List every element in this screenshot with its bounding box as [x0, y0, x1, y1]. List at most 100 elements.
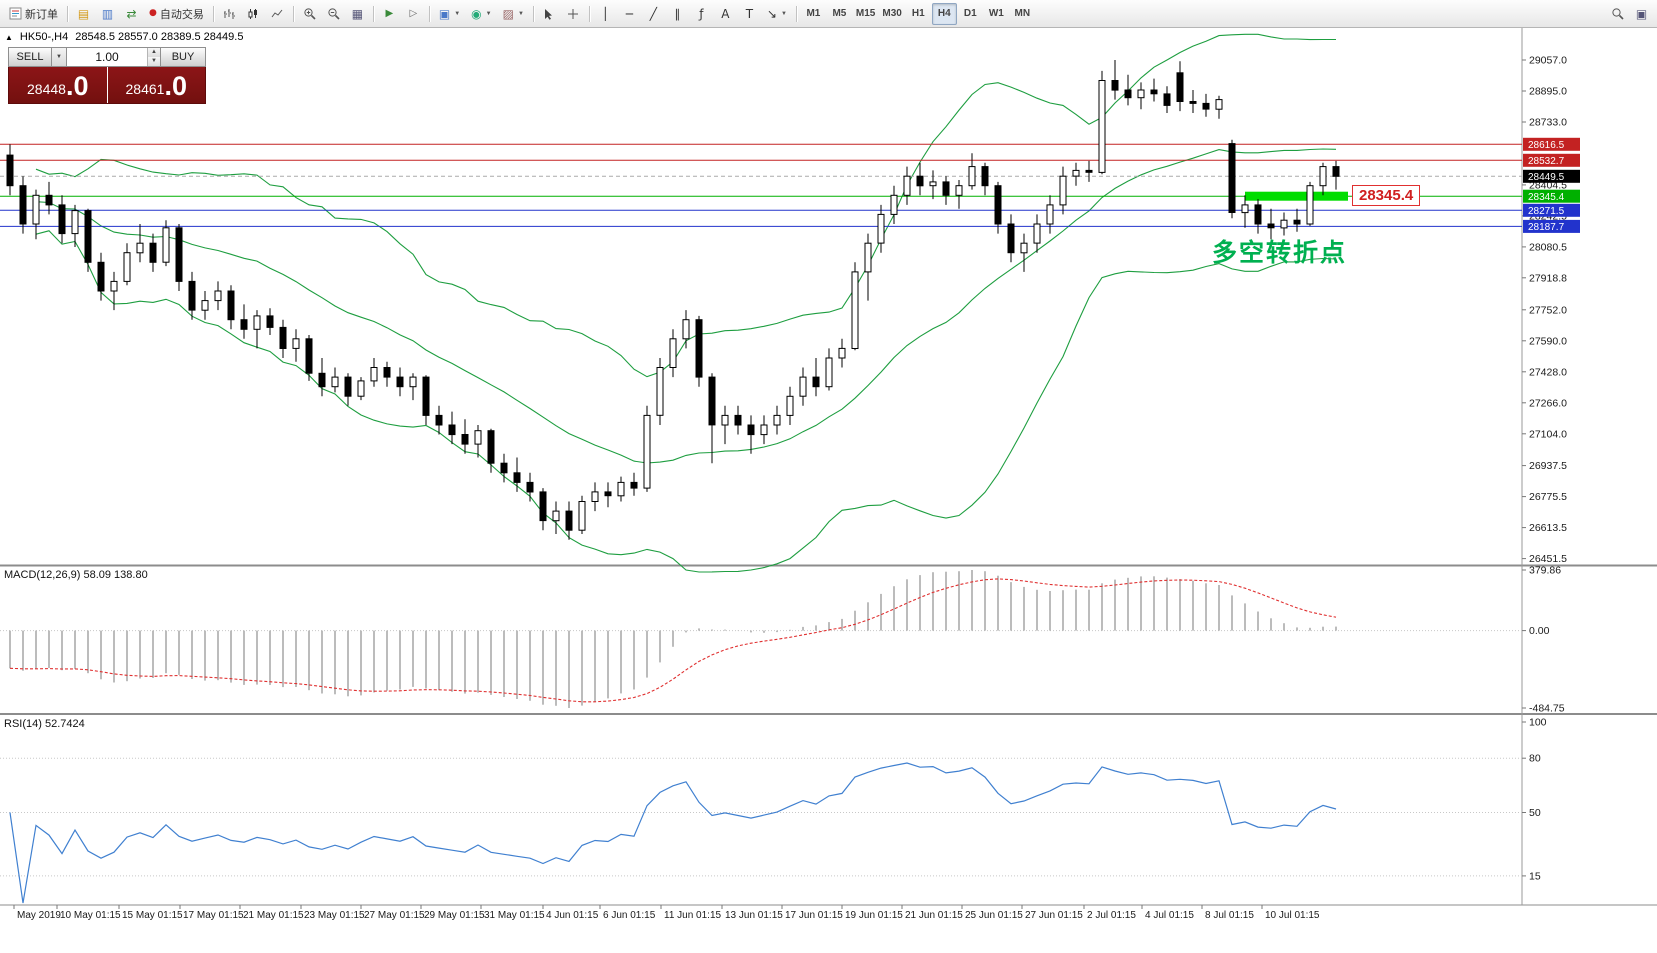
fibonacci-button[interactable]: ƒ: [690, 3, 713, 25]
timeframe-button-h1[interactable]: H1: [911, 8, 925, 19]
buy-price[interactable]: 28461.0: [107, 67, 205, 103]
macd-axis: 379.86 0.00 -484.75: [1522, 565, 1565, 715]
refresh-icon: ⇄: [126, 6, 137, 21]
data-window-button[interactable]: ▥: [96, 3, 119, 25]
zoom-in-button[interactable]: [298, 3, 321, 25]
volume-spinner[interactable]: ▲ ▼: [147, 48, 160, 66]
svg-text:26613.5: 26613.5: [1529, 522, 1567, 534]
toolbar-separator: [426, 4, 433, 24]
templates-button[interactable]: ▨ ▼: [498, 3, 529, 25]
chevron-down-icon: ▼: [780, 10, 787, 17]
tile-windows-icon: ▦: [351, 6, 364, 21]
price-axis[interactable]: 29057.028895.028733.028404.528242.528080…: [1522, 55, 1580, 566]
svg-text:2 Jul 01:15: 2 Jul 01:15: [1087, 910, 1136, 921]
zoom-out-button[interactable]: [322, 3, 345, 25]
time-axis[interactable]: May 2019 10 May 01:15 15 May 01:15 17 May 0…: [13, 905, 1320, 921]
chevron-down-icon: ▼: [517, 10, 524, 17]
rsi-axis: 100 80 50 15: [1522, 717, 1547, 882]
zoom-out-icon: [328, 8, 340, 20]
svg-text:31 May 01:15: 31 May 01:15: [484, 910, 545, 921]
timeframe-button-mn[interactable]: MN: [1014, 8, 1031, 19]
tile-windows-button[interactable]: ▦: [346, 3, 369, 25]
buy-button[interactable]: BUY: [160, 47, 206, 67]
new-order-label: 新订单: [25, 8, 58, 21]
chart-annotation-text[interactable]: 多空转折点: [1212, 239, 1348, 267]
timeframe-button-h4[interactable]: H4: [931, 2, 957, 25]
svg-text:26775.5: 26775.5: [1529, 491, 1567, 503]
autoscroll-button[interactable]: ▶: [378, 3, 401, 25]
svg-text:28616.5: 28616.5: [1528, 140, 1565, 151]
ohlc-values: 28548.5 28557.0 28389.5 28449.5: [75, 31, 244, 43]
line-chart-icon: [271, 9, 283, 17]
chart-canvas[interactable]: 29057.028895.028733.028404.528242.528080…: [0, 28, 1657, 953]
svg-text:27 May 01:15: 27 May 01:15: [364, 910, 425, 921]
trendline-button[interactable]: ╱: [642, 3, 665, 25]
horizontal-line-button[interactable]: ─: [618, 3, 641, 25]
rsi-levels: [0, 757, 1522, 877]
text-label-button[interactable]: T: [738, 3, 761, 25]
cursor-button[interactable]: [538, 3, 561, 25]
channel-icon: ∥: [674, 6, 681, 21]
timeframe-button-m5[interactable]: M5: [832, 8, 847, 19]
svg-text:28080.5: 28080.5: [1529, 241, 1567, 253]
channel-button[interactable]: ∥: [666, 3, 689, 25]
crosshair-button[interactable]: [562, 3, 585, 25]
vertical-line-icon: │: [601, 6, 609, 21]
svg-text:29057.0: 29057.0: [1529, 55, 1567, 67]
timeframe-button-m30[interactable]: M30: [882, 8, 902, 19]
spinner-up-icon[interactable]: ▲: [148, 48, 160, 57]
timeframe-button-m1[interactable]: M1: [806, 8, 821, 19]
volume-dropdown-button[interactable]: ▼: [52, 47, 67, 67]
new-window-button[interactable]: ▣: [1630, 3, 1653, 25]
svg-text:21 Jun 01:15: 21 Jun 01:15: [905, 910, 963, 921]
profiles-icon: ◉: [471, 6, 482, 21]
search-button[interactable]: [1606, 3, 1629, 25]
autotrading-button[interactable]: ● 自动交易: [144, 3, 209, 25]
arrow-tool-icon: ↘: [766, 6, 777, 21]
svg-text:80: 80: [1529, 753, 1541, 765]
vertical-line-button[interactable]: │: [594, 3, 617, 25]
timeframe-button-m15[interactable]: M15: [855, 8, 876, 19]
profiles-button[interactable]: ◉ ▼: [466, 3, 496, 25]
sell-button[interactable]: SELL: [8, 47, 52, 67]
toolbar-separator: [290, 4, 297, 24]
sell-price[interactable]: 28448.0: [9, 67, 107, 103]
new-order-button[interactable]: 新订单: [4, 3, 63, 25]
refresh-button[interactable]: ⇄: [120, 3, 143, 25]
text-icon: A: [721, 6, 730, 21]
timeframe-group: M1 M5 M15 M30 H1 H4 D1 W1 MN: [801, 2, 1035, 25]
chart-area[interactable]: 29057.028895.028733.028404.528242.528080…: [0, 28, 1657, 953]
svg-text:25 Jun 01:15: 25 Jun 01:15: [965, 910, 1023, 921]
timeframe-button-w1[interactable]: W1: [988, 8, 1004, 19]
buy-price-pips: .0: [164, 71, 187, 101]
highlight-trend-segment[interactable]: [1245, 191, 1348, 201]
svg-text:May 2019: May 2019: [17, 910, 61, 921]
autoscroll-icon: ▶: [385, 7, 394, 19]
candlestick-chart-button[interactable]: [242, 3, 265, 25]
timeframe-button-d1[interactable]: D1: [963, 8, 977, 19]
crosshair-icon: [568, 8, 579, 19]
data-window-icon: ▥: [101, 6, 114, 21]
svg-text:4 Jul 01:15: 4 Jul 01:15: [1145, 910, 1194, 921]
toolbar-separator: [530, 4, 537, 24]
volume-field[interactable]: 1.00 ▲ ▼: [67, 47, 160, 67]
bar-chart-button[interactable]: [218, 3, 241, 25]
text-button[interactable]: A: [714, 3, 737, 25]
svg-text:13 Jun 01:15: 13 Jun 01:15: [725, 910, 783, 921]
bar-chart-icon: [224, 8, 236, 19]
line-chart-button[interactable]: [266, 3, 289, 25]
chart-shift-button[interactable]: ▷: [402, 3, 425, 25]
price-callout-label[interactable]: 28345.4: [1352, 185, 1421, 206]
horizontal-price-lines[interactable]: [0, 143, 1522, 227]
svg-text:28532.7: 28532.7: [1528, 156, 1565, 167]
svg-text:27590.0: 27590.0: [1529, 335, 1567, 347]
arrows-button[interactable]: ↘ ▼: [762, 3, 792, 25]
svg-text:23 May 01:15: 23 May 01:15: [304, 910, 365, 921]
new-chart-button[interactable]: ▣ ▼: [434, 3, 465, 25]
spinner-down-icon[interactable]: ▼: [148, 57, 160, 66]
candlestick-icon: [248, 8, 258, 19]
new-window-icon: ▣: [1635, 6, 1648, 21]
buy-price-main: 28461: [125, 81, 165, 97]
market-watch-button[interactable]: ▤: [72, 3, 95, 25]
